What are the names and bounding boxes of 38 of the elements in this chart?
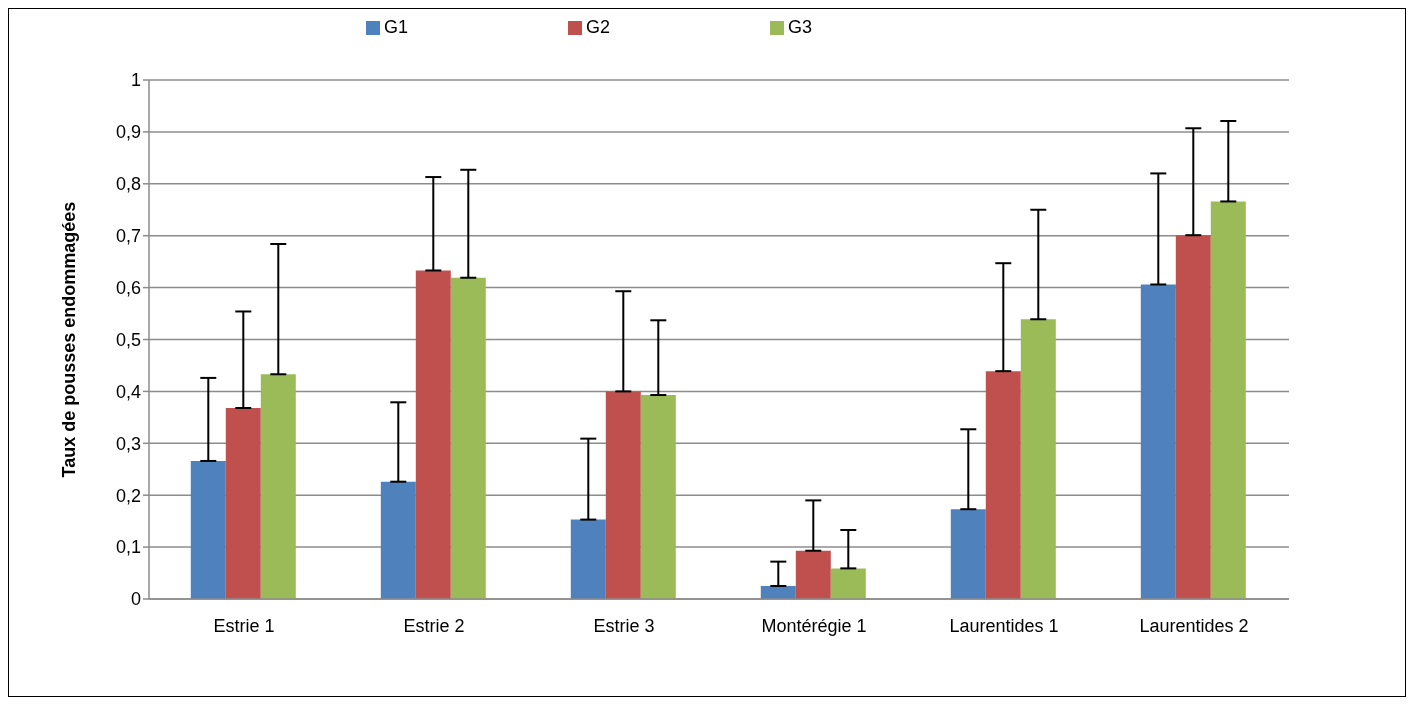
- bar: [415, 270, 451, 599]
- y-tick-label: 0,1: [115, 537, 141, 558]
- y-tick-label: 0,8: [115, 174, 141, 195]
- bar: [190, 460, 226, 599]
- legend-label: G2: [585, 17, 610, 37]
- legend-label: G3: [788, 17, 813, 37]
- bar: [985, 371, 1021, 599]
- bar: [1210, 201, 1246, 599]
- y-tick-label: 0,7: [115, 226, 141, 247]
- x-tick-label: Estrie 3: [593, 615, 655, 636]
- bar: [605, 391, 641, 599]
- bar: [830, 568, 866, 599]
- x-tick-label: Laurentides 2: [1139, 615, 1249, 636]
- bar: [640, 395, 676, 599]
- y-tick-label: 0,2: [115, 485, 141, 506]
- x-tick-label: Estrie 2: [403, 615, 465, 636]
- bar: [1020, 319, 1056, 599]
- bar: [260, 374, 296, 599]
- y-tick-label: 0,6: [115, 277, 141, 298]
- bar: [795, 550, 831, 599]
- y-tick-label: 0,5: [115, 329, 141, 350]
- y-axis-title: Taux de pousses endommagées: [59, 201, 80, 478]
- x-tick-label: Estrie 1: [213, 615, 275, 636]
- bar: [380, 481, 416, 599]
- y-tick-label: 1: [130, 70, 141, 91]
- x-tick-label: Montérégie 1: [761, 615, 867, 636]
- legend-label: G1: [383, 17, 408, 37]
- bar: [1140, 284, 1176, 599]
- bar: [225, 408, 261, 599]
- y-tick-label: 0: [130, 589, 141, 610]
- bar: [1175, 235, 1211, 599]
- x-tick-label: Laurentides 1: [949, 615, 1059, 636]
- bar: [950, 509, 986, 599]
- y-tick-label: 0,4: [115, 381, 141, 402]
- bar: [450, 277, 486, 599]
- y-tick-label: 0,9: [115, 122, 141, 143]
- bar: [570, 519, 606, 599]
- y-tick-label: 0,3: [115, 433, 141, 454]
